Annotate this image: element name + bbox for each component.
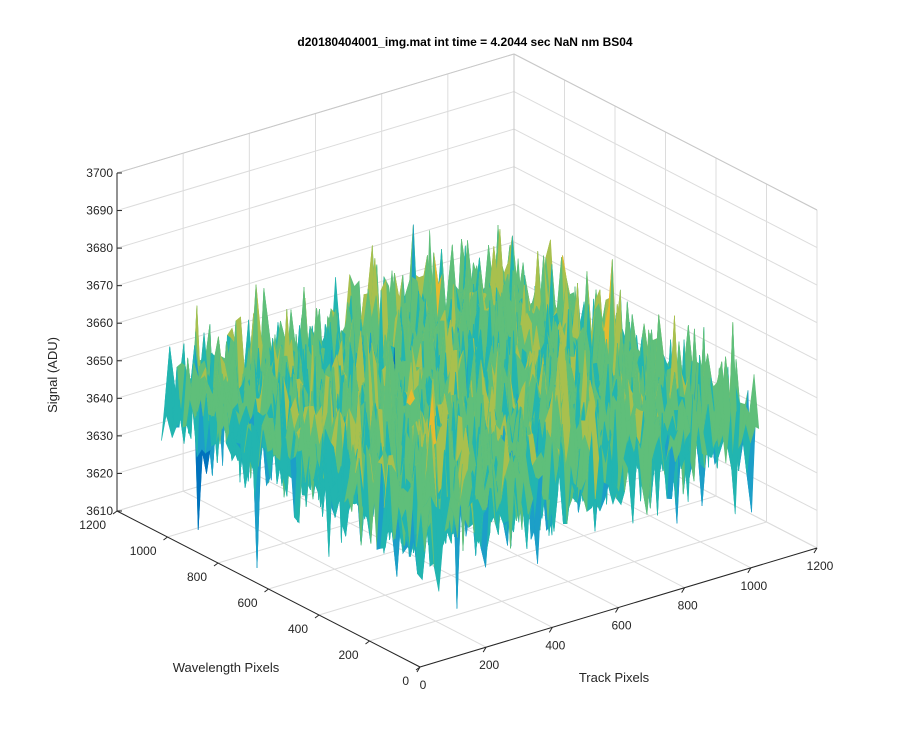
- grid-line-z-left: [116, 166, 515, 287]
- grid-line-y-floor: [369, 521, 767, 642]
- x-tick-mark: [681, 587, 686, 593]
- grid-line-z-right: [513, 203, 818, 361]
- grid-line-z-right: [513, 166, 818, 324]
- y-tick-mark: [213, 562, 219, 567]
- grid-line-y-floor: [318, 495, 717, 616]
- y-tick-mark: [415, 666, 421, 671]
- x-tick-mark: [747, 567, 752, 574]
- y-tick-mark: [112, 510, 118, 515]
- grid-line-z-right: [513, 91, 818, 249]
- box-edge-top-right: [513, 53, 818, 211]
- x-tick-mark: [548, 627, 553, 633]
- y-tick-mark: [365, 640, 370, 645]
- grid-line-z-left: [116, 203, 515, 324]
- x-tick-mark: [615, 607, 619, 613]
- grid-line-z-left: [116, 91, 515, 212]
- grid-line-z-right: [513, 128, 818, 286]
- x-tick-mark: [813, 547, 818, 554]
- box-edge-top-left: [116, 53, 515, 174]
- y-tick-mark: [314, 614, 320, 619]
- y-tick-mark: [264, 588, 269, 593]
- grid-line-z-left: [116, 128, 515, 249]
- grid-line-z-left: [116, 241, 515, 362]
- x-tick-mark: [482, 646, 487, 653]
- surface-mesh: [161, 224, 760, 609]
- y-tick-mark: [163, 536, 168, 541]
